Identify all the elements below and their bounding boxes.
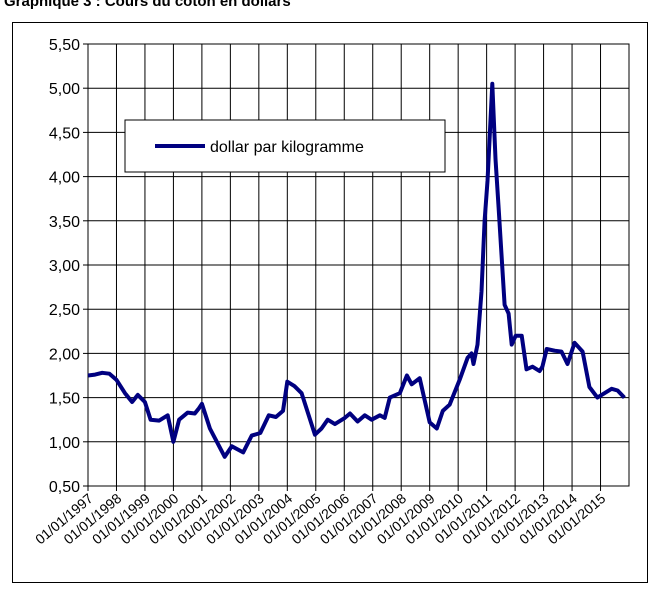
chart-title: Graphique 3 : Cours du coton en dollars bbox=[4, 0, 291, 10]
y-tick-label: 5,00 bbox=[49, 81, 80, 98]
line-series bbox=[87, 81, 626, 459]
y-tick-label: 2,50 bbox=[49, 302, 80, 319]
y-tick-label: 1,50 bbox=[49, 391, 80, 408]
y-tick-label: 4,00 bbox=[49, 170, 80, 187]
y-tick-label: 3,50 bbox=[49, 214, 80, 231]
y-tick-label: 1,00 bbox=[49, 435, 80, 452]
y-tick-label: 3,00 bbox=[49, 258, 80, 275]
y-tick-label: 0,50 bbox=[49, 479, 80, 496]
y-tick-label: 5,50 bbox=[49, 37, 80, 54]
legend-label: dollar par kilogramme bbox=[210, 139, 364, 156]
y-tick-label: 4,50 bbox=[49, 125, 80, 142]
y-tick-label: 2,00 bbox=[49, 346, 80, 363]
plot-border bbox=[87, 43, 630, 487]
